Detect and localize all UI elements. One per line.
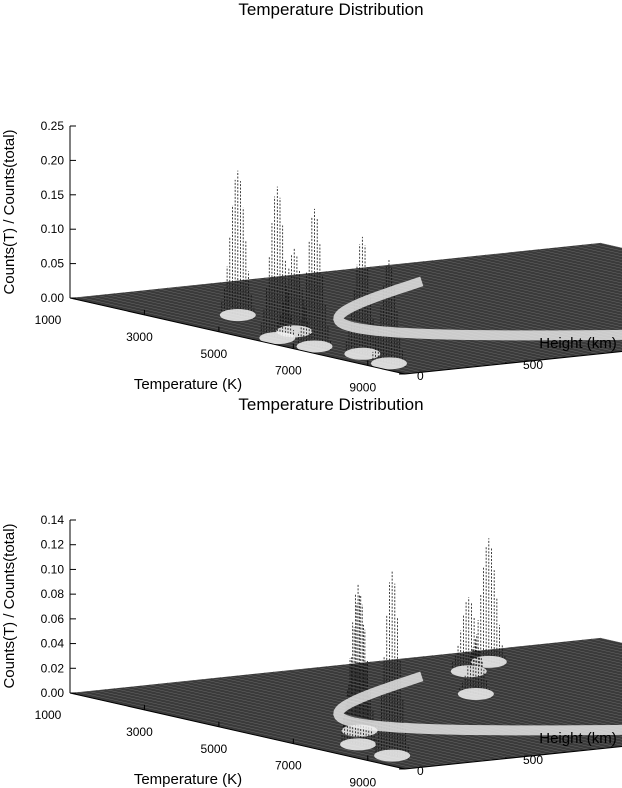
surface-peak (340, 583, 377, 751)
x-tick-label: 9000 (349, 776, 376, 788)
surface-ridge (333, 671, 622, 736)
x-axis-label: Temperature (K) (134, 771, 242, 788)
y-tick-label: 500 (523, 358, 543, 372)
z-tick-label: 0.02 (41, 661, 65, 675)
z-axis-label: Counts(T) / Counts(total) (1, 523, 18, 688)
chart-title: Temperature Distribution (238, 0, 423, 19)
x-tick-label: 5000 (201, 742, 228, 756)
x-tick-label: 3000 (126, 330, 153, 344)
y-axis-label: Height (km) (539, 730, 617, 747)
temperature-axis (69, 692, 406, 770)
y-tick-label: 0 (417, 369, 424, 383)
surface-peak (450, 597, 487, 678)
surface-plot-top: 0.000.050.100.150.200.251000300050007000… (1, 0, 622, 395)
x-tick-label: 1000 (35, 313, 62, 327)
z-tick-label: 0.20 (41, 153, 65, 167)
z-tick-label: 0.10 (41, 222, 65, 236)
x-axis-label: Temperature (K) (134, 376, 242, 393)
surface-peaks (219, 170, 407, 370)
surface-peak (219, 170, 256, 322)
z-tick-label: 0.14 (41, 513, 65, 527)
z-tick-label: 0.00 (41, 291, 65, 305)
z-tick-label: 0.04 (41, 637, 65, 651)
x-tick-label: 7000 (275, 364, 302, 378)
z-axis-label: Counts(T) / Counts(total) (1, 129, 18, 294)
x-tick-label: 5000 (201, 347, 228, 361)
y-tick-label: 500 (523, 753, 543, 767)
z-tick-label: 0.06 (41, 612, 65, 626)
z-tick-label: 0.25 (41, 119, 65, 133)
x-tick-label: 7000 (275, 759, 302, 773)
surface-peak (370, 260, 407, 370)
surface-plot-bottom: 0.00 0.02 0.04 0.06 0.08 0.10 0.12 0.14 1000 3000… (1, 395, 622, 788)
y-axis-label: Height (km) (539, 335, 617, 352)
z-tick-label: 0.12 (41, 538, 65, 552)
x-tick-label: 1000 (35, 708, 62, 722)
y-tick-label: 0 (417, 764, 424, 778)
x-tick-label: 3000 (126, 725, 153, 739)
surface-peak (296, 208, 333, 353)
x-tick-label: 9000 (349, 381, 376, 395)
z-tick-label: 0.00 (41, 686, 65, 700)
surface-peak (259, 186, 296, 345)
z-tick-label: 0.15 (41, 188, 65, 202)
z-tick-label: 0.05 (41, 257, 65, 271)
z-tick-label: 0.08 (41, 587, 65, 601)
temperature-axis (69, 297, 406, 375)
surface-ridge (333, 276, 622, 341)
surface-mesh (69, 242, 622, 375)
height-axis (404, 350, 622, 375)
z-tick-label: 0.10 (41, 562, 65, 576)
height-axis (404, 745, 622, 770)
surface-peak (457, 644, 494, 700)
chart-title: Temperature Distribution (238, 395, 423, 414)
